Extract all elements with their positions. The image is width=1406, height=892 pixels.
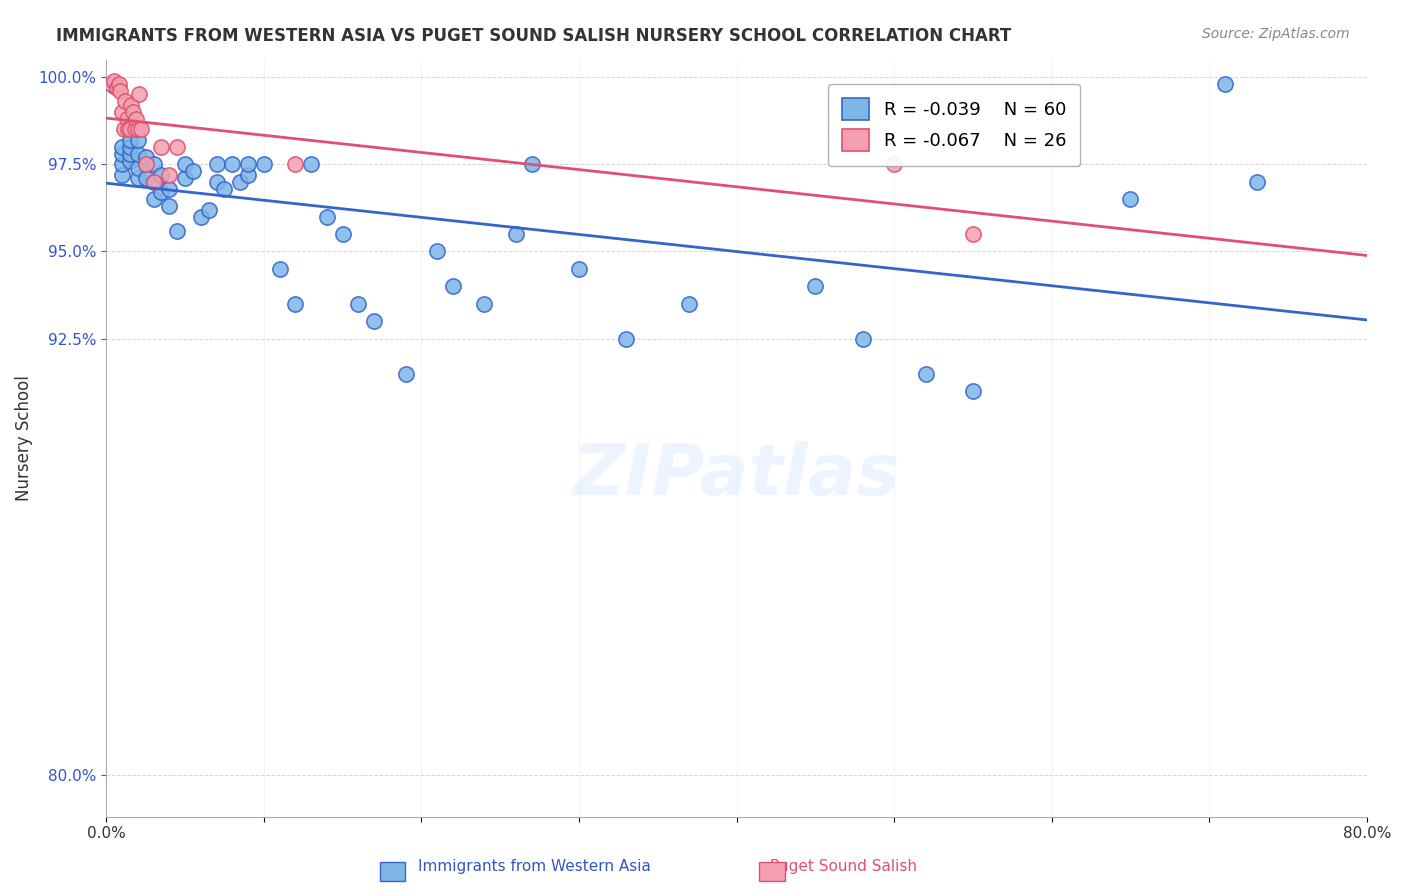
Point	[205, 157, 228, 171]
Point	[568, 261, 591, 276]
Point	[127, 122, 149, 136]
Point	[111, 104, 134, 119]
Point	[166, 140, 188, 154]
Point	[122, 104, 145, 119]
Point	[181, 164, 204, 178]
Point	[236, 157, 259, 171]
Point	[678, 297, 700, 311]
Point	[150, 140, 173, 154]
Point	[505, 227, 527, 241]
Point	[103, 78, 125, 93]
Point	[124, 122, 146, 136]
Point	[150, 168, 173, 182]
Point	[426, 244, 449, 259]
Point	[205, 175, 228, 189]
Point	[883, 157, 905, 171]
Point	[127, 161, 149, 175]
Point	[135, 171, 157, 186]
Point	[114, 95, 136, 109]
Point	[108, 77, 131, 91]
Text: Immigrants from Western Asia: Immigrants from Western Asia	[418, 859, 651, 874]
Point	[157, 182, 180, 196]
Point	[135, 157, 157, 171]
Point	[253, 157, 276, 171]
Point	[118, 122, 141, 136]
Point	[142, 175, 165, 189]
Point	[962, 384, 984, 398]
Point	[284, 297, 307, 311]
Point	[128, 87, 150, 102]
Point	[157, 168, 180, 182]
Text: Source: ZipAtlas.com: Source: ZipAtlas.com	[1202, 27, 1350, 41]
Text: IMMIGRANTS FROM WESTERN ASIA VS PUGET SOUND SALISH NURSERY SCHOOL CORRELATION CH: IMMIGRANTS FROM WESTERN ASIA VS PUGET SO…	[56, 27, 1011, 45]
Y-axis label: Nursery School: Nursery School	[15, 376, 32, 501]
Point	[142, 192, 165, 206]
Point	[332, 227, 354, 241]
Text: ZIPatlas: ZIPatlas	[572, 442, 900, 510]
Point	[121, 98, 143, 112]
Point	[118, 153, 141, 168]
Point	[174, 157, 197, 171]
Point	[125, 112, 148, 126]
Point	[142, 175, 165, 189]
Point	[105, 80, 128, 95]
Point	[100, 77, 122, 91]
Point	[117, 122, 139, 136]
Point	[315, 210, 337, 224]
Point	[127, 133, 149, 147]
Point	[166, 223, 188, 237]
Point	[347, 297, 370, 311]
Point	[190, 210, 212, 224]
Point	[142, 157, 165, 171]
Point	[112, 122, 135, 136]
Point	[118, 140, 141, 154]
Point	[474, 297, 496, 311]
Point	[520, 157, 543, 171]
Point	[614, 332, 637, 346]
Point	[1213, 77, 1236, 91]
Point	[441, 279, 464, 293]
Point	[804, 279, 827, 293]
Point	[363, 314, 385, 328]
Point	[197, 202, 219, 217]
Point	[174, 171, 197, 186]
Point	[395, 367, 418, 381]
Point	[214, 182, 236, 196]
Point	[221, 157, 243, 171]
Point	[852, 332, 875, 346]
Point	[129, 122, 152, 136]
Point	[135, 150, 157, 164]
Point	[111, 140, 134, 154]
Point	[110, 84, 132, 98]
Point	[1119, 192, 1142, 206]
Point	[157, 199, 180, 213]
Point	[103, 73, 125, 87]
Point	[229, 175, 252, 189]
Point	[914, 367, 936, 381]
Point	[269, 261, 291, 276]
Point	[127, 171, 149, 186]
Point	[150, 185, 173, 199]
Point	[135, 157, 157, 171]
Point	[111, 168, 134, 182]
Point	[284, 157, 307, 171]
Point	[118, 133, 141, 147]
Point	[1246, 175, 1268, 189]
Point	[118, 146, 141, 161]
Point	[236, 168, 259, 182]
Text: Puget Sound Salish: Puget Sound Salish	[770, 859, 917, 874]
Point	[127, 146, 149, 161]
Legend: R = -0.039    N = 60, R = -0.067    N = 26: R = -0.039 N = 60, R = -0.067 N = 26	[828, 84, 1080, 166]
Point	[299, 157, 322, 171]
Point	[111, 146, 134, 161]
Point	[115, 112, 138, 126]
Point	[111, 157, 134, 171]
Point	[962, 227, 984, 241]
